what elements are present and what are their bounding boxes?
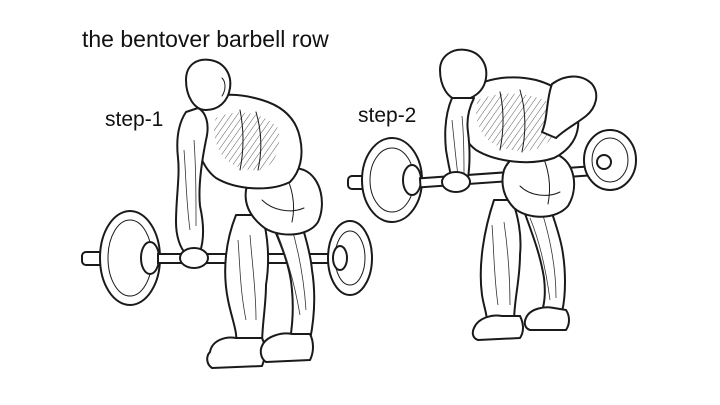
step-1-head [185, 58, 232, 111]
step-2-hand [441, 171, 471, 193]
step-2-head [439, 48, 488, 101]
step-2-label: step-2 [358, 104, 417, 127]
step-2-left-shoe [471, 314, 524, 341]
step-1-arm [175, 107, 209, 255]
step-1-left-leg [224, 214, 270, 346]
diagram-title: the bentover barbell row [82, 26, 329, 52]
step-2-right-shoe [523, 306, 570, 331]
step-1-hand [179, 247, 209, 269]
step-1-figure [81, 58, 373, 369]
step-1-label: step-1 [105, 108, 164, 131]
step-2-barbell [347, 129, 637, 223]
step-1-left-shoe [206, 336, 266, 369]
step-2-upper-arm [541, 75, 598, 139]
step-2-forearm [444, 97, 475, 181]
step-2-figure [347, 48, 637, 341]
step-1-right-shoe [259, 332, 314, 363]
step-2-left-leg [479, 199, 522, 323]
